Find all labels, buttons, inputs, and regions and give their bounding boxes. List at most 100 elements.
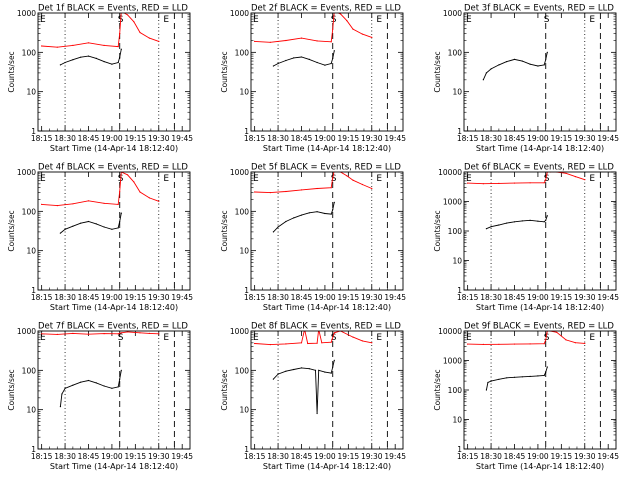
series-point-lld [543, 343, 545, 345]
series-point-events [324, 64, 326, 66]
series-point-events [316, 211, 318, 213]
series-point-lld [269, 41, 271, 43]
series-point-events [332, 366, 334, 368]
y-tick-label: 10 [239, 247, 249, 256]
series-point-lld [545, 179, 547, 181]
series-point-events [300, 56, 303, 58]
series-point-lld [87, 333, 90, 335]
series-point-events [119, 378, 121, 380]
x-tick-label: 18:45 [78, 452, 100, 461]
x-tick-label: 19:30 [148, 293, 170, 302]
x-tick-label: 18:45 [504, 134, 526, 143]
series-point-lld [126, 331, 129, 333]
panel-title: Det 1f BLACK = Events, RED = LLD [38, 4, 188, 14]
series-point-events [546, 51, 548, 53]
series-point-events [543, 221, 545, 223]
series-point-events [308, 58, 310, 61]
x-tick-label: 18:15 [244, 134, 266, 143]
series-point-events [506, 61, 508, 63]
x-tick-label: 18:45 [291, 134, 313, 143]
panel-title: Det 2f BLACK = Events, RED = LLD [251, 4, 401, 14]
series-point-lld [117, 46, 119, 48]
series-point-events [545, 59, 547, 61]
series-point-lld [133, 21, 135, 23]
series-point-events [521, 220, 523, 222]
series-point-lld [584, 342, 586, 344]
event-marker-label: S [331, 174, 337, 184]
series-point-lld [498, 343, 500, 345]
series-point-events [103, 385, 105, 387]
x-axis-label: Start Time (14-Apr-14 18:12:40) [263, 462, 391, 471]
series-point-lld [103, 44, 105, 47]
y-tick-label: 10 [452, 88, 462, 97]
series-point-events [119, 220, 121, 223]
series-point-lld [321, 342, 323, 344]
y-tick-label: 10 [26, 88, 36, 97]
panel-det-7: Det 7f BLACK = Events, RED = LLD 1 10 100 10… [7, 322, 193, 472]
y-tick-label: 1 [457, 127, 462, 136]
series-point-lld [41, 333, 43, 335]
y-tick-label: 1000 [443, 357, 462, 366]
y-tick-label: 100 [22, 48, 37, 57]
y-tick-label: 1 [31, 127, 36, 136]
series-point-lld [352, 179, 354, 181]
series-point-events [316, 61, 318, 64]
y-axis-label: Counts/sec [220, 369, 229, 410]
x-tick-label: 18:30 [267, 134, 289, 143]
panel-det-1: Det 1f BLACK = Events, RED = LLD 1 10 100 10… [7, 4, 193, 154]
series-line-lld [254, 172, 372, 194]
series-point-events [61, 393, 63, 395]
series-line-events [60, 213, 122, 234]
series-point-events [543, 374, 545, 377]
series-point-lld [361, 183, 363, 186]
series-point-lld [300, 37, 303, 39]
panel-det-3: Det 3f BLACK = Events, RED = LLD 1 10 100 10… [433, 4, 619, 154]
series-line-lld [254, 331, 372, 346]
series-point-events [498, 64, 500, 66]
series-point-lld [254, 40, 256, 43]
series-point-events [285, 220, 287, 223]
series-point-lld [56, 46, 58, 48]
series-point-events [546, 215, 548, 217]
y-tick-label: 1000 [17, 168, 36, 177]
x-tick-label: 18:45 [504, 452, 526, 461]
x-tick-label: 19:45 [384, 452, 406, 461]
series-point-events [272, 378, 274, 380]
y-tick-label: 1 [31, 286, 36, 295]
x-tick-label: 18:15 [457, 134, 479, 143]
series-point-lld [87, 200, 90, 202]
event-marker-label: S [544, 15, 550, 25]
series-point-events [330, 62, 332, 65]
series-point-events [120, 369, 122, 371]
series-point-lld [565, 172, 567, 174]
series-point-events [72, 59, 74, 61]
event-marker-label: E [253, 15, 259, 25]
event-marker-label: S [544, 174, 550, 184]
y-tick-label: 1000 [230, 327, 249, 336]
x-tick-label: 19:15 [338, 452, 360, 461]
series-point-events [300, 214, 303, 216]
series-point-events [103, 61, 105, 63]
series-point-lld [254, 342, 256, 345]
series-point-events [72, 225, 74, 227]
series-line-events [486, 215, 548, 230]
series-point-lld [41, 203, 43, 205]
series-line-events [60, 49, 122, 66]
series-point-events [537, 220, 539, 222]
series-point-events [506, 222, 508, 224]
x-tick-label: 18:15 [31, 134, 53, 143]
series-point-lld [158, 200, 160, 202]
series-point-events [490, 380, 492, 382]
series-point-events [59, 406, 62, 408]
panel-det-2: Det 2f BLACK = Events, RED = LLD 1 10 100 10… [220, 4, 406, 154]
x-tick-label: 18:45 [504, 293, 526, 302]
x-tick-label: 19:30 [574, 452, 596, 461]
y-tick-label: 1 [244, 445, 249, 454]
series-point-events [332, 57, 334, 60]
series-point-lld [332, 177, 334, 179]
x-tick-label: 19:45 [384, 293, 406, 302]
series-point-lld [513, 182, 516, 184]
y-tick-label: 100 [448, 386, 463, 395]
series-point-events [117, 227, 119, 229]
x-tick-label: 18:30 [267, 452, 289, 461]
